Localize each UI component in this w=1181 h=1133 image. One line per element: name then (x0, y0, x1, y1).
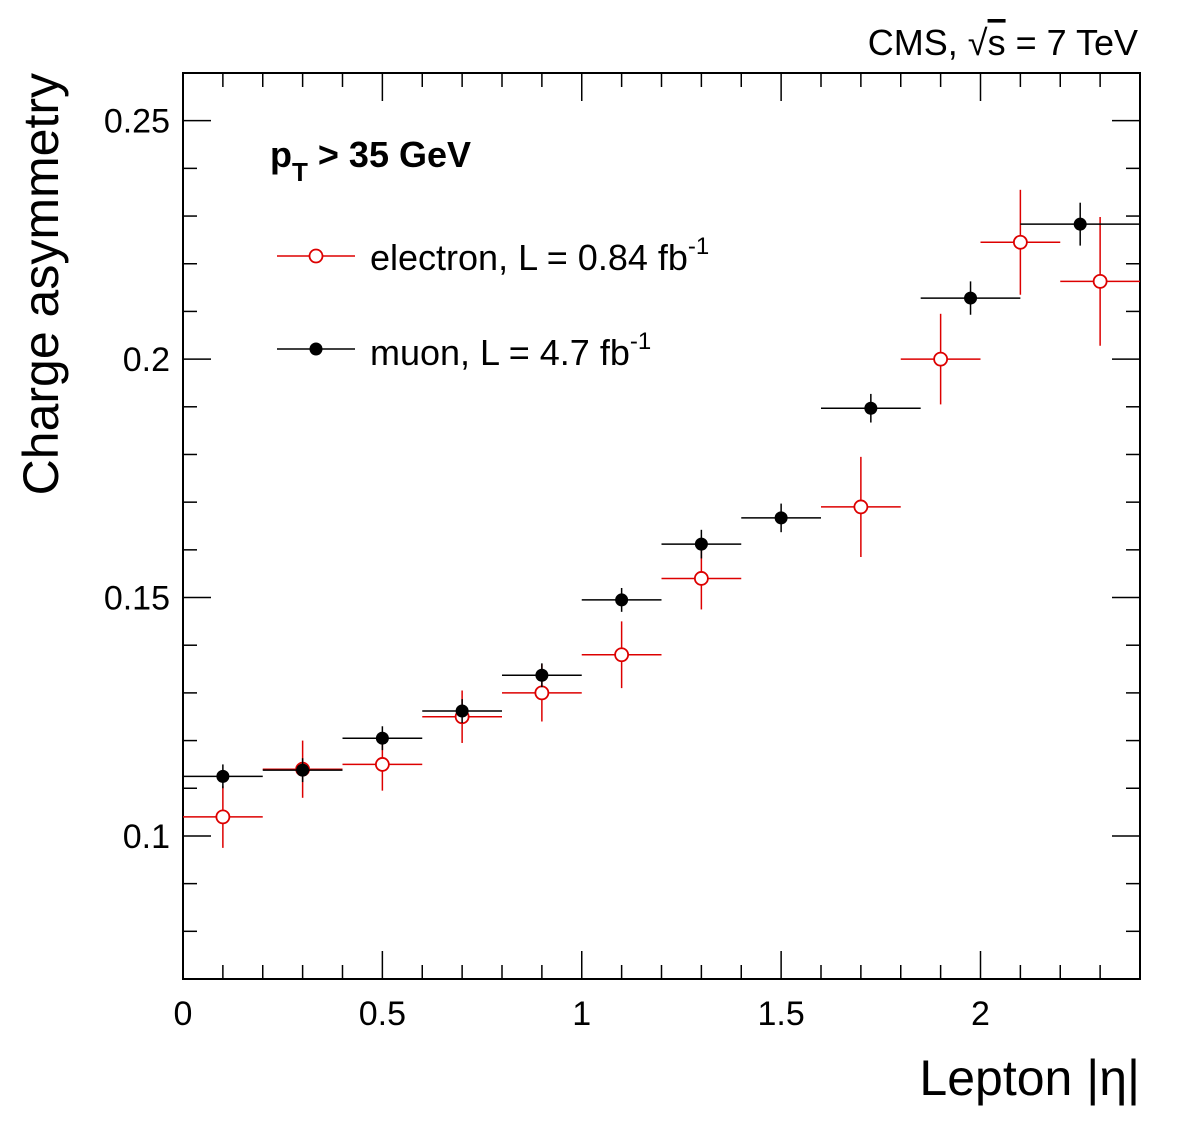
x-tick-labels: 0 0.5 1 1.5 2 (174, 995, 990, 1033)
legend-muon-marker (309, 342, 323, 356)
y-axis-title: Charge asymmetry (13, 73, 69, 495)
legend-muon-label: muon, L = 4.7 fb-1 (370, 328, 651, 373)
legend-entry-muon: muon, L = 4.7 fb-1 (277, 328, 651, 373)
legend-entry-electron: electron, L = 0.84 fb-1 (277, 233, 709, 278)
x-tick-label: 2 (971, 995, 990, 1033)
plot-frame (182, 72, 1141, 980)
electron-point (374, 757, 390, 772)
muon-point (375, 731, 389, 745)
y-tick-labels: 0.1 0.15 0.2 0.25 (104, 103, 170, 856)
legend: electron, L = 0.84 fb-1 muon, L = 4.7 fb… (277, 233, 709, 373)
series-electron (183, 189, 1140, 848)
electron-point (933, 351, 949, 367)
y-tick-label: 0.1 (123, 818, 170, 856)
y-axis-ticks (183, 72, 1140, 980)
electron-point (534, 685, 550, 701)
y-tick-label: 0.2 (123, 341, 170, 379)
x-axis-title: Lepton |η| (919, 1050, 1140, 1106)
data-series (183, 189, 1140, 848)
electron-point (1012, 234, 1028, 250)
series-muon (183, 202, 1140, 789)
y-tick-label: 0.25 (104, 103, 170, 141)
electron-point (1092, 273, 1108, 289)
x-tick-label: 0.5 (359, 995, 406, 1033)
muon-point (1073, 217, 1087, 231)
legend-electron-marker (308, 248, 324, 264)
legend-electron-label: electron, L = 0.84 fb-1 (370, 233, 709, 278)
muon-point (296, 763, 310, 777)
pt-cut-label: pT > 35 GeV (270, 134, 471, 187)
muon-point (455, 704, 469, 718)
sqrt-overline-text: s (988, 22, 1006, 63)
muon-point (864, 401, 878, 415)
muon-point (694, 537, 708, 551)
muon-point (774, 511, 788, 525)
muon-point (535, 668, 549, 682)
electron-point (614, 647, 630, 663)
muon-point (216, 769, 230, 783)
electron-point (853, 499, 869, 515)
y-tick-label: 0.15 (104, 580, 170, 618)
electron-point (215, 809, 231, 825)
muon-point (964, 291, 978, 305)
electron-point (693, 571, 709, 586)
muon-point (615, 593, 629, 607)
x-tick-label: 0 (174, 995, 193, 1033)
experiment-header: CMS, √s = 7 TeV (868, 22, 1138, 63)
x-tick-label: 1.5 (757, 995, 804, 1033)
x-tick-label: 1 (572, 995, 591, 1033)
x-axis-ticks (182, 73, 1141, 979)
